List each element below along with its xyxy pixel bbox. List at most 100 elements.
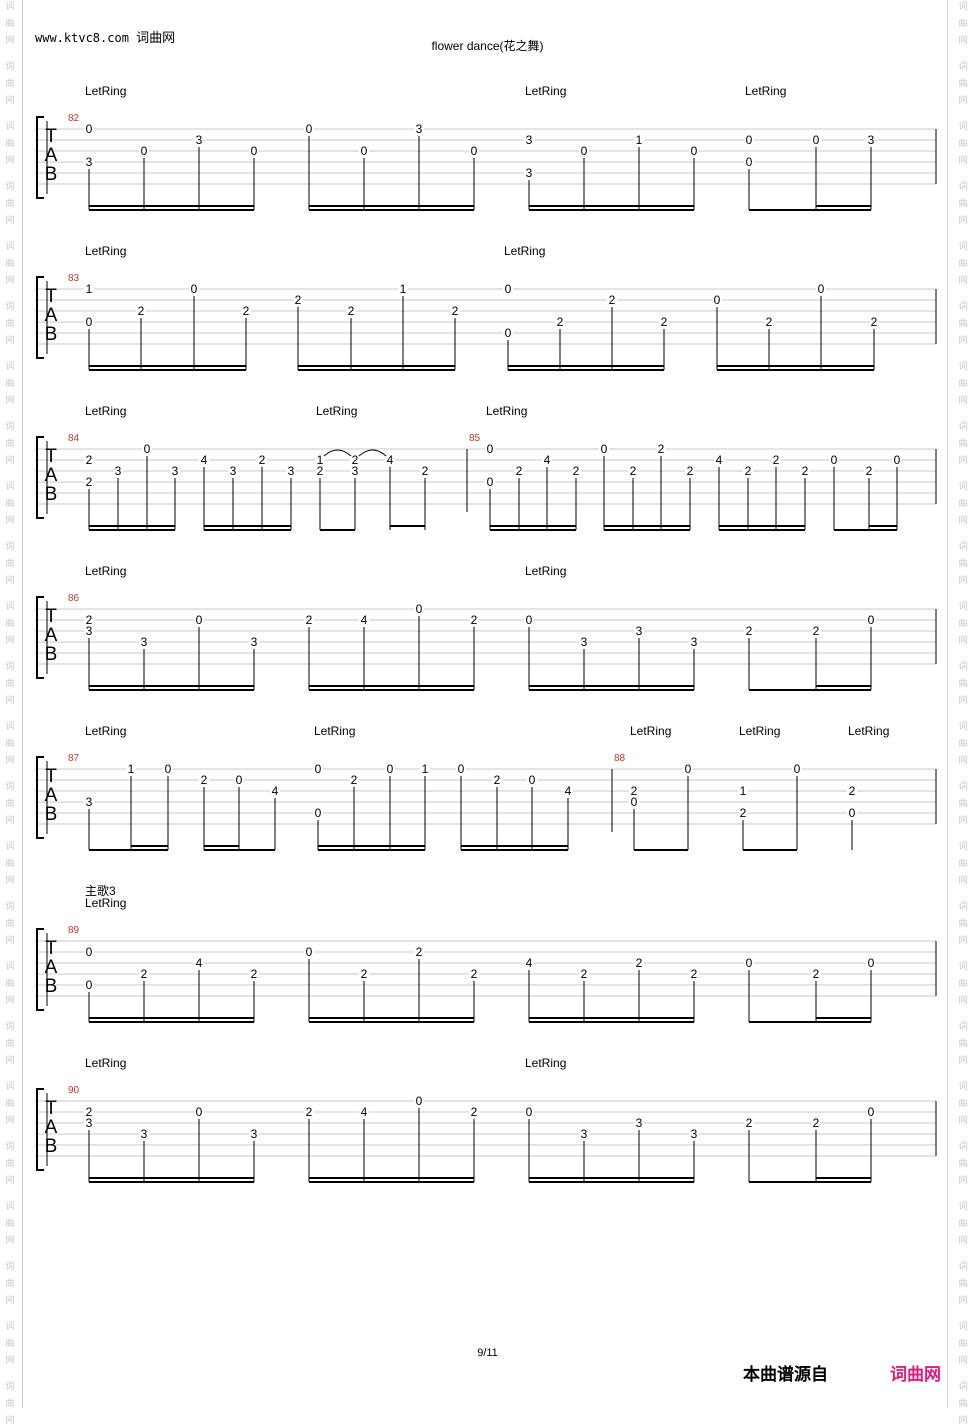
fret-bg (286, 465, 296, 477)
fret-number: 2 (352, 453, 359, 467)
right-margin-rule (947, 0, 948, 1408)
watermark-char: 词 (5, 122, 15, 132)
watermark-char: 曲 (5, 1159, 15, 1169)
watermark-char: 曲 (958, 199, 968, 209)
fret-bg (199, 454, 209, 466)
watermark-char: 词 (5, 362, 15, 372)
tab-system: TAB 83 LetRing LetRing 1 0 2 0 2 2 2 1 2 0 0 2 2 2 0 2 0 2 (35, 244, 937, 371)
watermark-char: 曲 (5, 979, 15, 989)
fret-number: 2 (259, 453, 266, 467)
fret-number: 0 (306, 945, 313, 959)
fret-bg (811, 968, 821, 980)
watermark-char: 曲 (5, 859, 15, 869)
watermark-char: 曲 (958, 1279, 968, 1289)
watermark-char: 词 (958, 1262, 968, 1272)
fret-bg (659, 316, 669, 328)
fret-number: 2 (866, 464, 873, 478)
fret-number: 2 (773, 453, 780, 467)
fret-bg (714, 454, 724, 466)
watermark-char: 词 (958, 302, 968, 312)
letring-label: LetRing (525, 1056, 566, 1070)
fret-bg (84, 454, 94, 466)
fret-number: 2 (871, 315, 878, 329)
tab-clef-letter: B (45, 976, 58, 997)
fret-bg (811, 134, 821, 146)
fret-number: 2 (631, 784, 638, 798)
watermark-char: 曲 (5, 259, 15, 269)
watermark-char: 曲 (5, 1279, 15, 1289)
watermark-char: 词 (5, 242, 15, 252)
fret-number: 3 (196, 133, 203, 147)
watermark-char: 网 (958, 1356, 968, 1366)
watermark-char: 词 (958, 182, 968, 192)
fret-number: 2 (201, 773, 208, 787)
watermark-char: 网 (5, 1356, 15, 1366)
tab-clef-letter: T (45, 938, 57, 959)
fret-number: 3 (581, 1127, 588, 1141)
watermark-char: 网 (5, 396, 15, 406)
watermark-char: 网 (958, 36, 968, 46)
fret-number: 3 (526, 166, 533, 180)
fret-bg (84, 1106, 94, 1118)
fret-bg (84, 796, 94, 808)
fret-number: 0 (315, 806, 322, 820)
watermark-char: 曲 (958, 19, 968, 29)
tab-clef-letter: B (45, 1136, 58, 1157)
fret-bg (738, 807, 748, 819)
fret-bg (866, 1106, 876, 1118)
watermark-char: 词 (958, 242, 968, 252)
watermark-char: 曲 (5, 319, 15, 329)
fret-bg (524, 167, 534, 179)
fret-bg (738, 785, 748, 797)
watermark-char: 曲 (5, 1219, 15, 1229)
watermark-char: 曲 (5, 499, 15, 509)
fret-number: 4 (544, 453, 551, 467)
watermark-char: 词 (5, 722, 15, 732)
watermark-char: 词 (958, 662, 968, 672)
fret-bg (469, 145, 479, 157)
fret-number: 2 (691, 967, 698, 981)
fret-number: 1 (317, 453, 324, 467)
fret-bg (524, 614, 534, 626)
watermark-char: 曲 (958, 799, 968, 809)
fret-bg (84, 614, 94, 626)
watermark-char: 词 (5, 1022, 15, 1032)
system-bracket (36, 436, 44, 519)
watermark-char: 词 (5, 422, 15, 432)
watermark-char: 曲 (958, 319, 968, 329)
fret-bg (744, 1117, 754, 1129)
watermark-char: 曲 (5, 1339, 15, 1349)
fret-bg (712, 294, 722, 306)
fret-bg (359, 968, 369, 980)
watermark-char: 网 (5, 1056, 15, 1066)
watermark-char: 曲 (5, 1039, 15, 1049)
watermark-char: 词 (958, 1202, 968, 1212)
fret-number: 3 (141, 635, 148, 649)
watermark-char: 词 (958, 422, 968, 432)
watermark-char: 词 (958, 62, 968, 72)
watermark-char: 词 (958, 482, 968, 492)
fret-number: 0 (387, 762, 394, 776)
watermark-char: 词 (5, 782, 15, 792)
fret-number: 1 (86, 282, 93, 296)
fret-bg (683, 763, 693, 775)
watermark-char: 网 (958, 396, 968, 406)
fret-bg (349, 774, 359, 786)
fret-number: 0 (526, 1105, 533, 1119)
fret-number: 0 (868, 956, 875, 970)
fret-bg (685, 465, 695, 477)
watermark-char: 网 (958, 576, 968, 586)
fret-number: 0 (631, 795, 638, 809)
fret-number: 2 (452, 304, 459, 318)
letring-label: LetRing (314, 724, 355, 738)
watermark-char: 曲 (958, 379, 968, 389)
fret-bg (139, 968, 149, 980)
fret-number: 0 (529, 773, 536, 787)
fret-number: 2 (658, 442, 665, 456)
watermark-char: 曲 (5, 439, 15, 449)
fret-number: 0 (813, 133, 820, 147)
fret-number: 0 (86, 978, 93, 992)
system-bracket (36, 756, 44, 839)
tab-system: TAB 87 88 LetRing LetRing LetRing LetRing LetRi… (35, 724, 937, 851)
